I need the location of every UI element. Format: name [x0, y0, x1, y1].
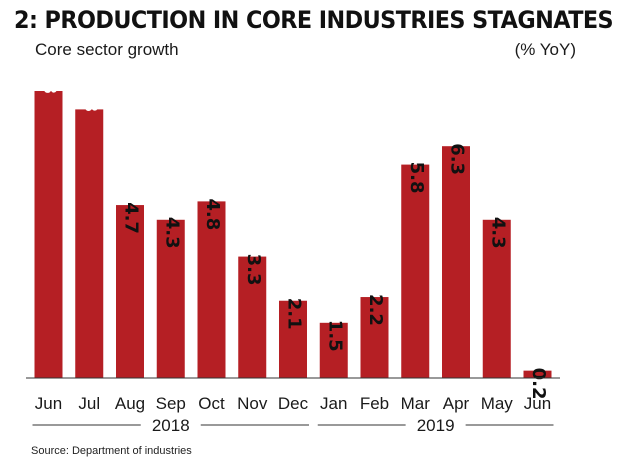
x-tick-label-10: Apr [443, 394, 470, 413]
x-tick-label-3: Sep [156, 394, 186, 413]
x-tick-label-7: Jan [320, 394, 347, 413]
x-tick-label-8: Feb [360, 394, 389, 413]
bar-feb-8 [360, 297, 389, 378]
data-label-7: 1.5 [324, 320, 345, 352]
bars-layer [34, 91, 552, 379]
data-label-2: 4.7 [121, 202, 142, 234]
data-labels-layer: 7.8 7.3 4.7 4.3 4.8 3.3 2.1 1.5 2.2 5.8 6.3 4.3 0.2 [39, 62, 549, 399]
x-tick-label-5: Nov [237, 394, 268, 413]
bar-may-11 [482, 219, 511, 378]
bar-jun-0 [34, 91, 63, 378]
bar-jun-12 [523, 370, 552, 378]
bar-jul-1 [75, 109, 104, 379]
chart-title: 2: PRODUCTION IN CORE INDUSTRIES STAGNAT… [14, 6, 614, 34]
data-label-1: 7.3 [80, 81, 101, 113]
x-tick-label-2: Aug [115, 394, 145, 413]
category-labels-layer: Jun Jul Aug Sep Oct Nov Dec Jan Feb Mar Apr May Jun [35, 394, 551, 413]
x-tick-label-6: Dec [278, 394, 309, 413]
group-label-2018: 2018 [152, 416, 190, 435]
data-label-11: 4.3 [487, 217, 508, 249]
group-label-2019: 2019 [417, 416, 455, 435]
bar-oct-4 [197, 201, 226, 378]
bar-mar-9 [401, 164, 430, 378]
x-tick-label-0: Jun [35, 394, 62, 413]
bar-jan-7 [319, 322, 348, 378]
x-tick-label-12: Jun [524, 394, 551, 413]
bar-apr-10 [442, 146, 470, 378]
bar-dec-6 [279, 300, 307, 378]
data-label-0: 7.8 [39, 62, 60, 94]
source-note: Source: Department of industries [31, 445, 192, 457]
unit-label: (% YoY) [514, 40, 576, 59]
x-tick-label-11: May [481, 394, 514, 413]
bar-aug-2 [116, 205, 144, 378]
group-brackets-layer: 2018 2019 [32, 416, 554, 435]
x-tick-label-9: Mar [401, 394, 431, 413]
bar-sep-3 [156, 219, 185, 378]
data-label-9: 5.8 [406, 162, 427, 194]
data-label-5: 3.3 [243, 254, 264, 286]
data-label-6: 2.1 [284, 298, 305, 330]
chart-subtitle: Core sector growth [35, 40, 179, 59]
data-label-4: 4.8 [202, 198, 223, 230]
data-label-8: 2.2 [365, 294, 386, 326]
x-tick-label-4: Oct [198, 394, 225, 413]
bar-nov-5 [238, 256, 267, 378]
data-label-3: 4.3 [161, 217, 182, 249]
x-tick-label-1: Jul [78, 394, 100, 413]
data-label-12: 0.2 [528, 368, 549, 400]
data-label-10: 6.3 [447, 143, 468, 175]
